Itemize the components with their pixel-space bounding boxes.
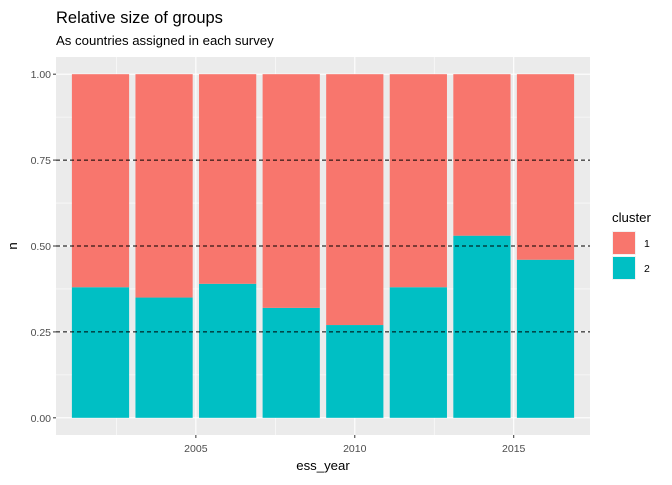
bar-cluster-1-2012 bbox=[389, 74, 447, 288]
y-tick-label: 0.50 bbox=[31, 241, 52, 253]
bar-cluster-1-2006 bbox=[199, 74, 257, 284]
y-tick-label: 0.25 bbox=[31, 327, 52, 339]
y-tick-label: 0.00 bbox=[31, 413, 52, 425]
x-axis-label: ess_year bbox=[296, 458, 350, 473]
x-tick-label: 2005 bbox=[184, 443, 208, 455]
chart-subtitle: As countries assigned in each survey bbox=[56, 33, 274, 48]
x-tick-label: 2010 bbox=[343, 443, 367, 455]
bar-cluster-2-2008 bbox=[262, 307, 320, 418]
y-axis-label: n bbox=[5, 242, 20, 249]
bar-cluster-1-2008 bbox=[262, 74, 320, 308]
bar-cluster-1-2002 bbox=[71, 74, 130, 288]
bars bbox=[71, 74, 575, 418]
legend-label-2: 2 bbox=[644, 263, 650, 275]
bar-cluster-1-2004 bbox=[135, 74, 193, 298]
bar-cluster-2-2012 bbox=[389, 287, 447, 418]
bar-cluster-2-2002 bbox=[71, 287, 130, 418]
legend: cluster 1 2 bbox=[612, 210, 651, 280]
bar-cluster-2-2006 bbox=[199, 283, 257, 418]
y-tick-label: 1.00 bbox=[31, 69, 52, 81]
bar-cluster-2-2010 bbox=[326, 325, 384, 418]
legend-swatch-1 bbox=[613, 232, 635, 254]
bar-cluster-1-2016 bbox=[516, 74, 575, 260]
chart-title: Relative size of groups bbox=[56, 9, 223, 27]
legend-swatch-2 bbox=[613, 257, 635, 279]
bar-cluster-1-2014 bbox=[453, 74, 511, 236]
x-axis: 2005 2010 2015 bbox=[184, 435, 526, 455]
bar-cluster-1-2010 bbox=[326, 74, 384, 326]
x-tick-label: 2015 bbox=[502, 443, 526, 455]
bar-cluster-2-2016 bbox=[516, 259, 575, 418]
legend-label-1: 1 bbox=[644, 238, 650, 250]
reference-lines bbox=[56, 159, 590, 333]
legend-title: cluster bbox=[612, 210, 651, 225]
bar-cluster-2-2004 bbox=[135, 297, 193, 418]
y-axis: 0.00 0.25 0.50 0.75 1.00 bbox=[31, 69, 56, 425]
y-tick-label: 0.75 bbox=[31, 155, 52, 167]
bar-cluster-2-2014 bbox=[453, 235, 511, 418]
